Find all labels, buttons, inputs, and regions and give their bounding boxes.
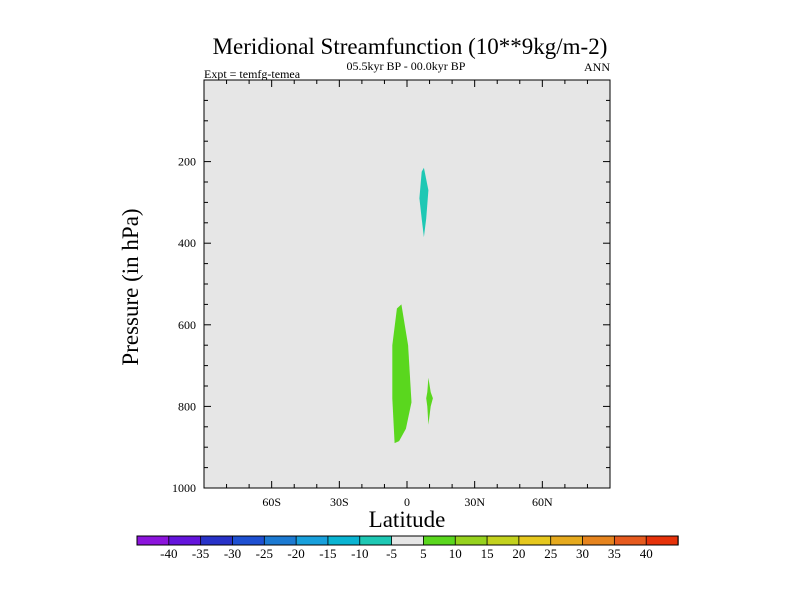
colorbar-label: 15 [481, 546, 494, 561]
y-axis-ticks: 200 400 600 800 1000 [172, 99, 610, 495]
colorbar-swatch [391, 535, 425, 546]
colorbar-label: -5 [386, 546, 397, 561]
colorbar-label: -20 [287, 546, 304, 561]
region-lower-tropical-cell [392, 304, 412, 444]
x-tick-label: 30S [330, 495, 349, 509]
y-tick-label: 400 [178, 236, 196, 250]
colorbar-label: -10 [351, 546, 368, 561]
colorbar-swatch [232, 535, 265, 546]
y-tick-label: 800 [178, 399, 196, 413]
x-axis-label: Latitude [369, 507, 446, 532]
colorbar-label: 5 [420, 546, 427, 561]
colorbar-swatch [582, 535, 616, 546]
contour-regions [392, 167, 433, 444]
x-tick-label: 60S [262, 495, 281, 509]
colorbar-swatch [423, 535, 456, 546]
experiment-label: Expt = temfg-temea [204, 67, 301, 81]
colorbar-label: 40 [640, 546, 653, 561]
plot-background [204, 80, 610, 488]
x-axis-ticks: 60S 30S 0 30N 60N [226, 80, 588, 509]
colorbar-label: -35 [192, 546, 209, 561]
region-upper-tropical-cell [419, 167, 429, 238]
colorbar-swatch [136, 535, 170, 546]
y-tick-label: 600 [178, 318, 196, 332]
colorbar-label: 35 [608, 546, 621, 561]
chart-subtitle: 05.5kyr BP - 00.0kyr BP [347, 59, 466, 73]
colorbar-label: -30 [224, 546, 241, 561]
colorbar-swatch [645, 535, 679, 546]
colorbar-swatch [327, 535, 361, 546]
colorbar-label: 25 [544, 546, 557, 561]
colorbar-label: -25 [256, 546, 273, 561]
colorbar-label: 20 [512, 546, 525, 561]
colorbar-swatch [295, 535, 329, 546]
y-tick-label: 1000 [172, 481, 196, 495]
colorbar-label: 10 [449, 546, 462, 561]
x-tick-label: 30N [464, 495, 485, 509]
colorbar-swatch [168, 535, 202, 546]
colorbar-swatch [550, 535, 584, 546]
colorbar-swatch [486, 535, 520, 546]
colorbar-label: -15 [319, 546, 336, 561]
colorbar-swatch [518, 535, 552, 546]
colorbar-label: 30 [576, 546, 589, 561]
region-small-northern-cell [426, 377, 433, 425]
x-tick-label: 60N [532, 495, 553, 509]
colorbar-swatch [454, 535, 488, 546]
colorbar: -40 -35 -30 -25 -20 -15 -10 -5 5 10 15 20 25 30 35 40 [136, 535, 679, 561]
y-axis-label: Pressure (in hPa) [118, 208, 143, 365]
colorbar-swatch [200, 535, 234, 546]
y-tick-label: 200 [178, 155, 196, 169]
x-tick-label: 0 [404, 495, 410, 509]
chart-title: Meridional Streamfunction (10**9kg/m-2) [213, 34, 608, 59]
colorbar-swatch [263, 535, 297, 546]
season-label: ANN [584, 60, 610, 74]
colorbar-frame [136, 535, 679, 546]
colorbar-swatch [613, 535, 647, 546]
colorbar-label: -40 [160, 546, 177, 561]
colorbar-swatch [359, 535, 393, 546]
